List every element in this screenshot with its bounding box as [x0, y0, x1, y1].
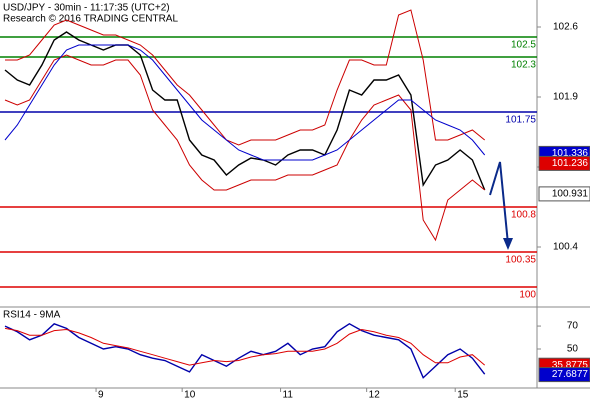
y-tick-label: 102.6: [553, 22, 578, 33]
y-tick-label: 50: [567, 344, 579, 355]
x-tick-label: 15: [457, 390, 469, 400]
price-tag-label: 35.8775: [552, 360, 589, 371]
price-tag: [538, 186, 590, 202]
level-label: 102.3: [511, 60, 536, 71]
level-label: 100: [519, 290, 536, 301]
forecast-arrow: [489, 161, 509, 245]
x-tick-label: 11: [283, 390, 294, 400]
y-tick-label: 70: [567, 321, 579, 332]
price-tag: [538, 367, 590, 383]
price-tag: [538, 155, 590, 171]
x-tick-label: 10: [184, 390, 196, 400]
panel-title: RSI14 - 9MA: [3, 310, 61, 321]
x-tick-label: 12: [369, 390, 381, 400]
series-line: [4, 31, 486, 191]
y-tick-label: 100.4: [553, 242, 578, 253]
price-tag-label: 101.336: [552, 148, 589, 159]
series-line: [5, 9, 486, 146]
level-label: 100.8: [511, 210, 536, 221]
price-tag-label: 101.236: [552, 158, 589, 169]
x-tick-label: 9: [98, 390, 104, 400]
y-tick-label: 101.9: [553, 92, 578, 103]
chart-title: USD/JPY - 30min - 11:17:35 (UTC+2): [3, 3, 170, 14]
series-line: [4, 44, 486, 161]
level-label: 102.5: [511, 40, 536, 51]
price-tag-label: 27.6877: [552, 369, 589, 380]
series-line: [4, 54, 486, 242]
chart-subtitle: Research © 2016 TRADING CENTRAL: [3, 14, 178, 25]
price-tag-label: 100.931: [552, 189, 589, 200]
series-line: [4, 327, 486, 366]
series-line: [4, 322, 486, 379]
level-label: 101.75: [505, 115, 536, 126]
level-label: 100.35: [505, 255, 536, 266]
forecast-arrowhead: [503, 238, 513, 250]
